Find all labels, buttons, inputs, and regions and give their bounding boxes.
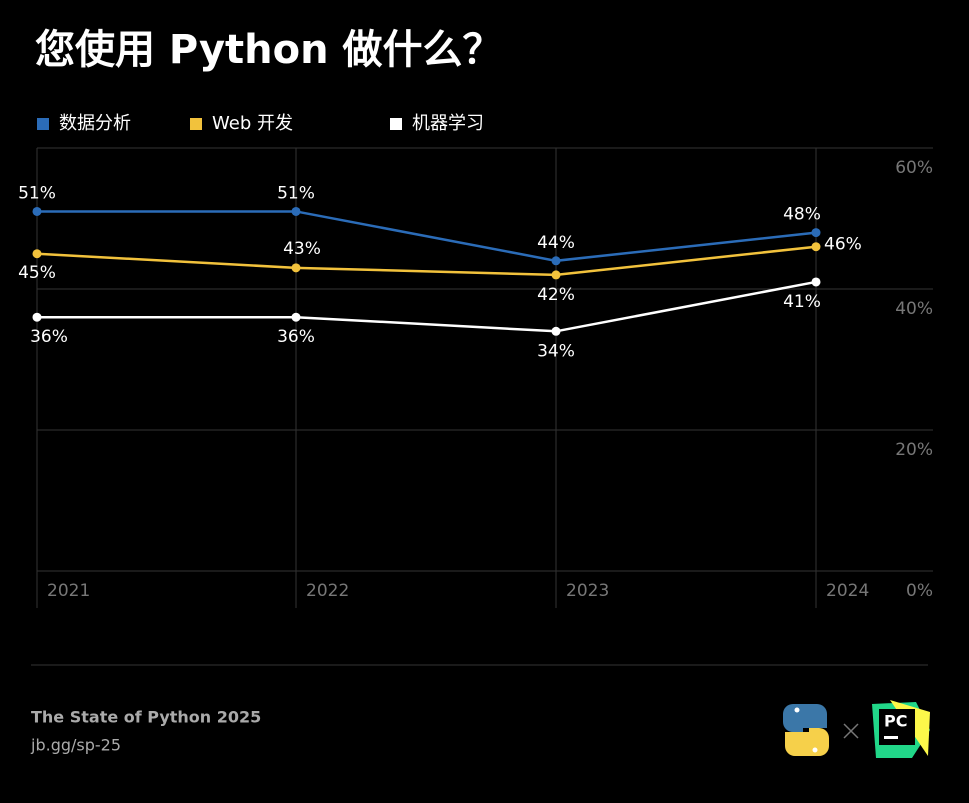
data-point bbox=[551, 256, 561, 266]
x-tick-label: 2023 bbox=[566, 581, 609, 601]
cross bbox=[843, 723, 859, 739]
data-point bbox=[32, 206, 42, 216]
data-point bbox=[32, 312, 42, 322]
data-point bbox=[811, 242, 821, 252]
data-label: 45% bbox=[18, 263, 56, 283]
data-point bbox=[551, 326, 561, 336]
data-label: 51% bbox=[277, 183, 315, 203]
y-tick-label: 40% bbox=[895, 299, 933, 319]
legend-swatch bbox=[37, 118, 49, 130]
data-point bbox=[811, 277, 821, 287]
legend-label: 机器学习 bbox=[412, 113, 484, 134]
data-point bbox=[551, 270, 561, 280]
y-tick-label: 0% bbox=[906, 581, 933, 601]
data-point bbox=[291, 206, 301, 216]
legend-label: Web 开发 bbox=[212, 113, 293, 134]
y-tick-label: 20% bbox=[895, 440, 933, 460]
pycharm-logo: PC bbox=[872, 700, 930, 758]
data-label: 51% bbox=[18, 183, 56, 203]
source: The State of Python 2025 bbox=[31, 708, 261, 727]
data-label: 36% bbox=[277, 327, 315, 347]
python-logo bbox=[783, 704, 829, 756]
data-point bbox=[291, 312, 301, 322]
data-label: 43% bbox=[283, 239, 321, 259]
data-label: 36% bbox=[30, 327, 68, 347]
legend-label: 数据分析 bbox=[59, 113, 131, 134]
data-point bbox=[811, 228, 821, 238]
x-tick-label: 2024 bbox=[826, 581, 869, 601]
series-line bbox=[36, 245, 817, 277]
link[interactable]: jb.gg/sp-25 bbox=[30, 736, 121, 755]
data-label: 34% bbox=[537, 341, 575, 361]
series-line bbox=[37, 210, 817, 263]
x-tick-label: 2021 bbox=[47, 581, 90, 601]
data-point bbox=[291, 263, 301, 273]
chart-title: 您使用 Python 做什么？ bbox=[35, 27, 503, 73]
data-label: 48% bbox=[783, 205, 821, 225]
legend-swatch bbox=[390, 118, 402, 130]
data-label: 42% bbox=[537, 285, 575, 305]
data-label: 41% bbox=[783, 292, 821, 312]
data-label: 46% bbox=[824, 235, 862, 255]
y-tick-label: 60% bbox=[895, 158, 933, 178]
logo-text: PC bbox=[884, 712, 907, 731]
series-line bbox=[37, 280, 817, 333]
legend-swatch bbox=[190, 118, 202, 130]
data-point bbox=[32, 249, 42, 259]
data-label: 44% bbox=[537, 233, 575, 253]
x-tick-label: 2022 bbox=[306, 581, 349, 601]
